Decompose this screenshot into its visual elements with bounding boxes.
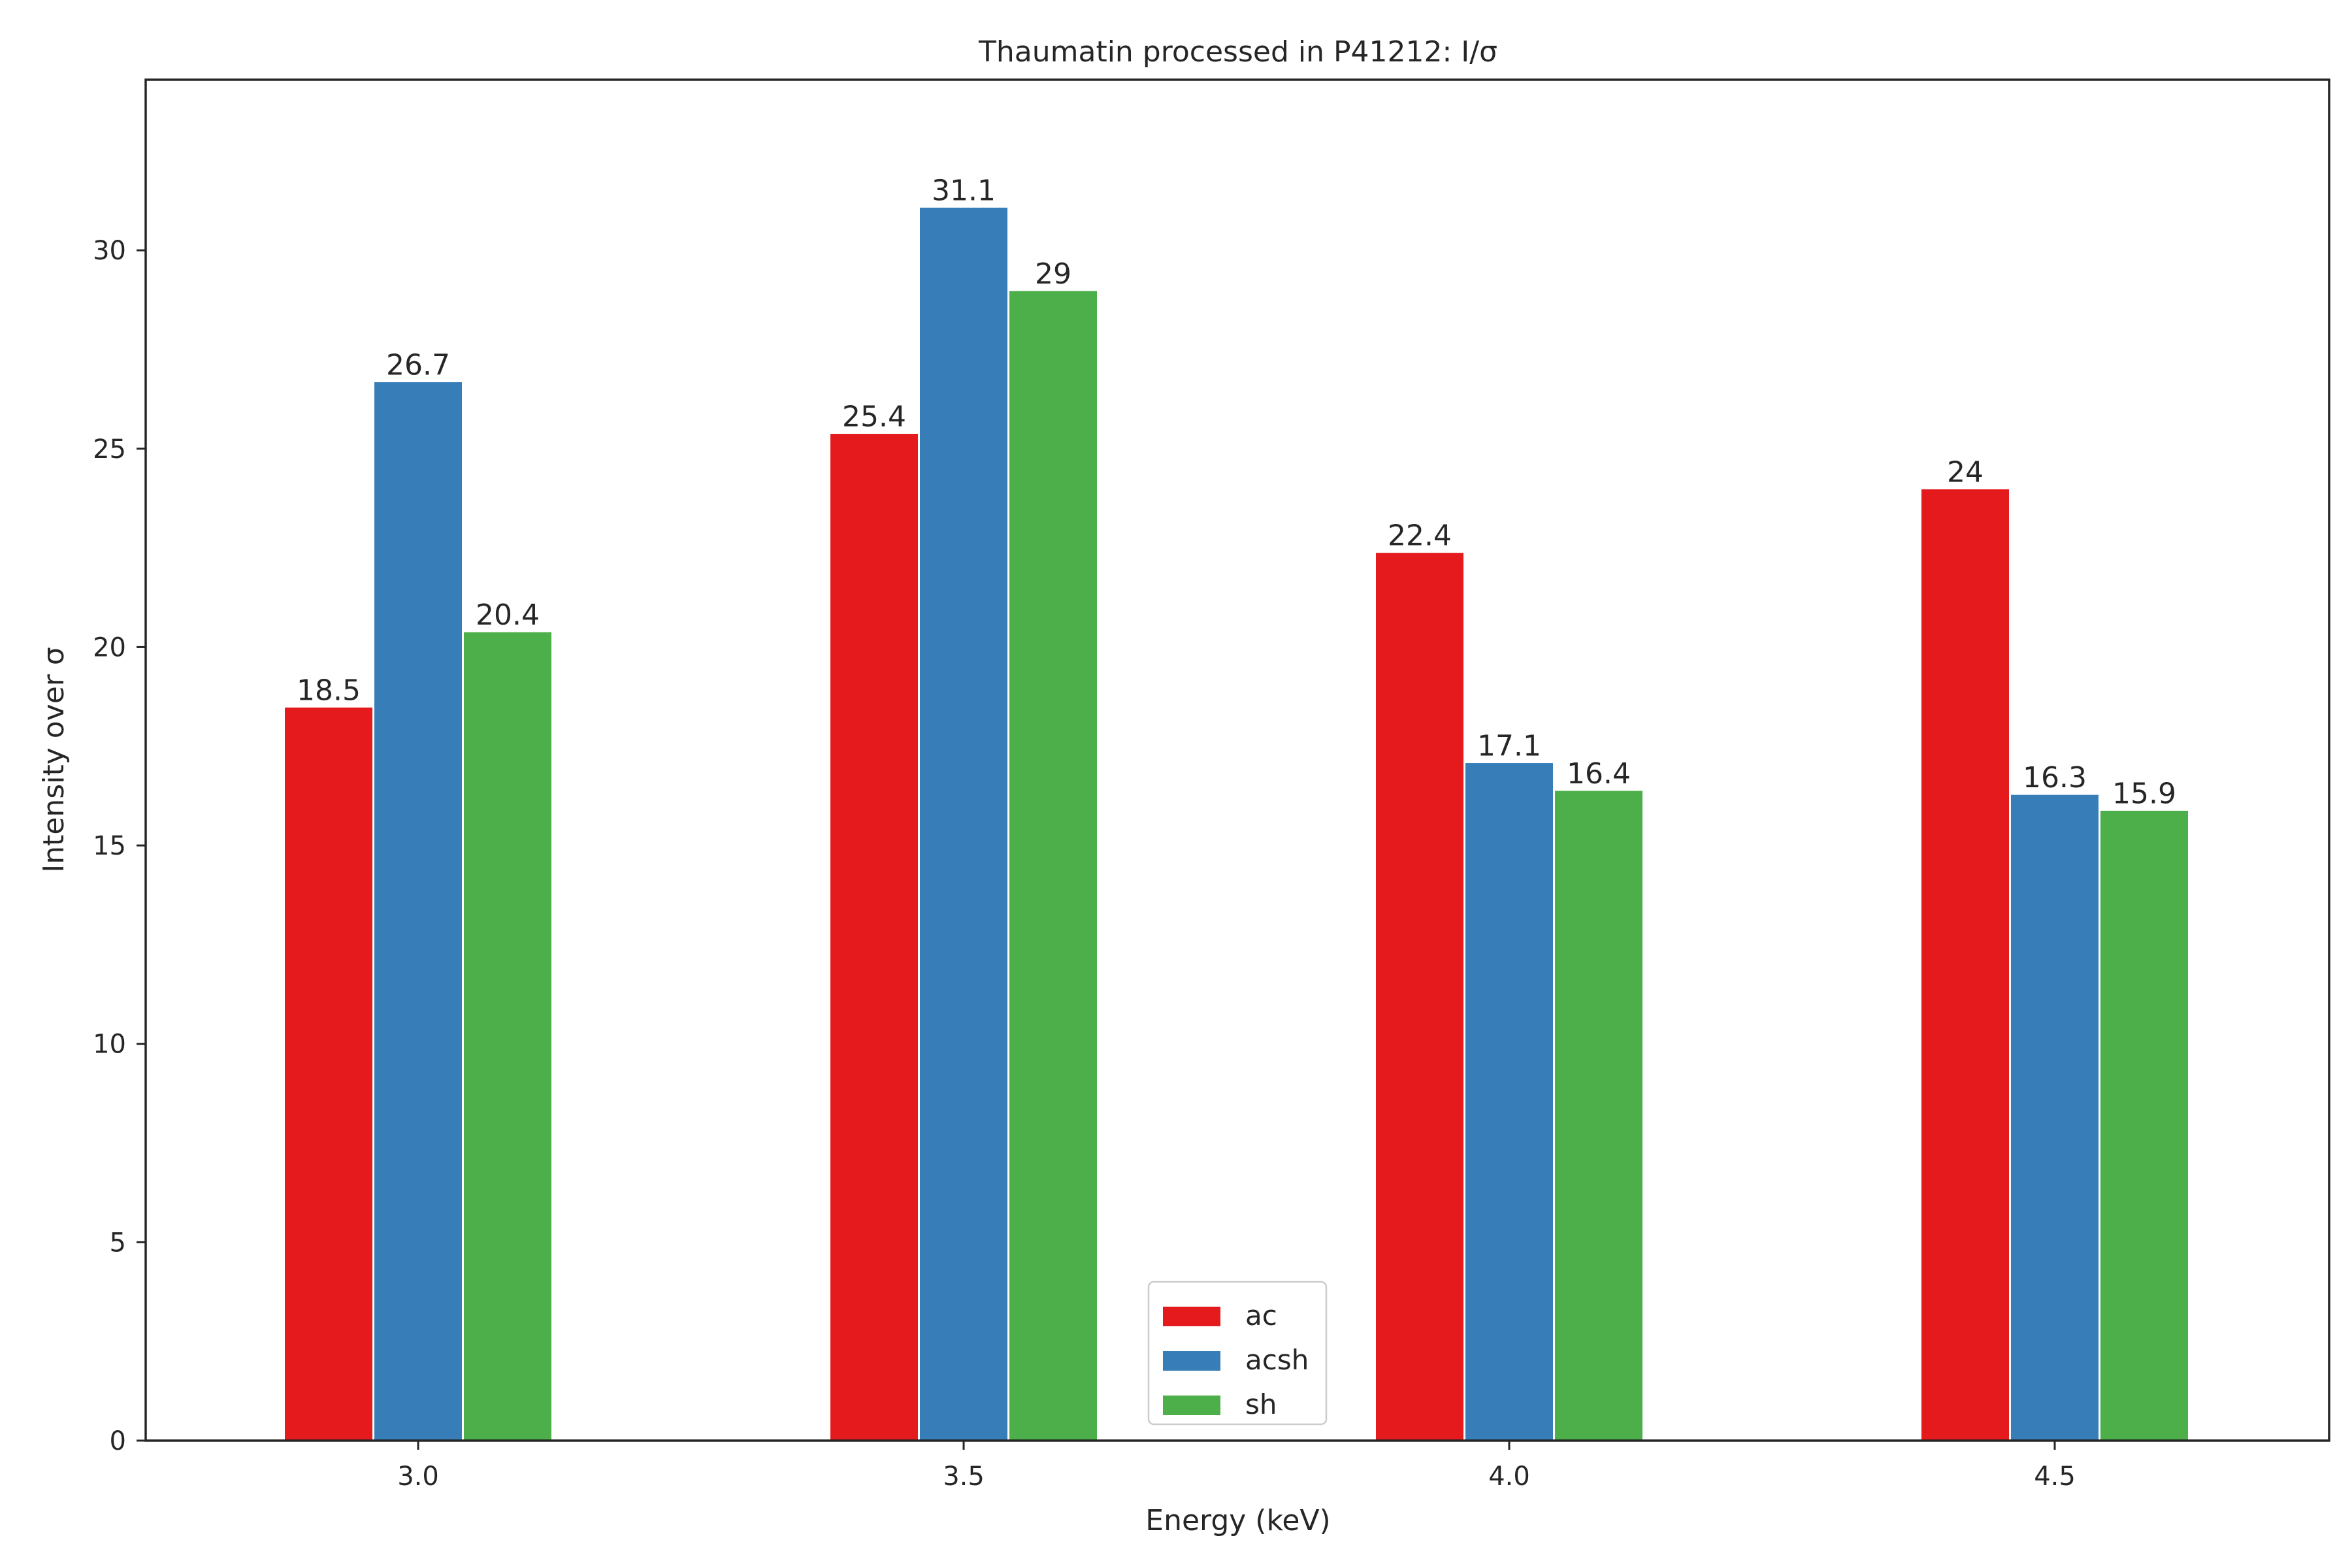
bar-ac-4.0: [1374, 551, 1465, 1442]
x-tick-label: 4.0: [1488, 1462, 1530, 1492]
bar-value-label: 17.1: [1477, 730, 1541, 763]
legend-label-sh: sh: [1245, 1388, 1277, 1420]
bar-value-label: 22.4: [1388, 519, 1452, 553]
bar-acsh-4.0: [1463, 761, 1555, 1442]
legend-swatch-ac: [1163, 1307, 1220, 1326]
bar-value-label: 16.3: [2023, 761, 2087, 794]
bar-value-label: 20.4: [476, 598, 540, 632]
y-tick-label: 20: [93, 632, 126, 662]
legend: ac acsh sh: [1147, 1281, 1328, 1426]
y-axis-label: Intensity over σ: [37, 647, 71, 873]
bar-value-label: 24: [1947, 456, 1984, 489]
legend-swatch-acsh: [1163, 1351, 1220, 1371]
bar-sh-4.5: [2099, 808, 2190, 1442]
x-tick-label: 3.5: [943, 1462, 985, 1492]
y-tick-label: 5: [110, 1228, 126, 1258]
legend-label-acsh: acsh: [1245, 1344, 1309, 1376]
bar-acsh-3.0: [372, 380, 464, 1442]
bars-layer: [283, 205, 2190, 1442]
bar-value-label: 29: [1035, 257, 1071, 291]
bar-acsh-3.5: [918, 205, 1009, 1442]
bar-value-label: 26.7: [386, 349, 450, 382]
bar-labels-layer: 18.5 26.7 20.4 25.4 31.1 29 22.4 17.1 16.4 24 16.3…: [297, 174, 2176, 810]
bar-value-label: 15.9: [2112, 777, 2176, 810]
legend-label-ac: ac: [1245, 1299, 1277, 1331]
bar-ac-3.5: [828, 431, 920, 1442]
y-tick-label: 15: [93, 831, 126, 861]
bar-sh-3.5: [1007, 289, 1099, 1442]
x-tick-label: 3.0: [397, 1462, 439, 1492]
bar-ac-3.0: [283, 706, 374, 1442]
axes-layer: 0 5 10 15 20 25 30 3.0 3.5 4.0 4.5: [93, 78, 2330, 1492]
y-tick-label: 25: [93, 434, 126, 465]
bar-sh-3.0: [462, 630, 553, 1442]
x-axis-label: Energy (keV): [1145, 1504, 1330, 1537]
y-tick-label: 0: [110, 1426, 126, 1456]
bar-sh-4.0: [1553, 789, 1644, 1442]
legend-swatch-sh: [1163, 1396, 1220, 1415]
x-tick-label: 4.5: [2034, 1462, 2076, 1492]
bar-acsh-4.5: [2009, 792, 2100, 1442]
bar-value-label: 31.1: [932, 174, 996, 207]
chart-title: Thaumatin processed in P41212: I/σ: [978, 35, 1497, 69]
bar-value-label: 18.5: [297, 674, 361, 708]
bar-value-label: 16.4: [1567, 757, 1631, 791]
y-tick-label: 10: [93, 1030, 126, 1060]
bar-value-label: 25.4: [842, 400, 906, 433]
plot-frame: [144, 78, 2330, 1442]
y-tick-label: 30: [93, 236, 126, 266]
bar-ac-4.5: [1919, 487, 2011, 1442]
